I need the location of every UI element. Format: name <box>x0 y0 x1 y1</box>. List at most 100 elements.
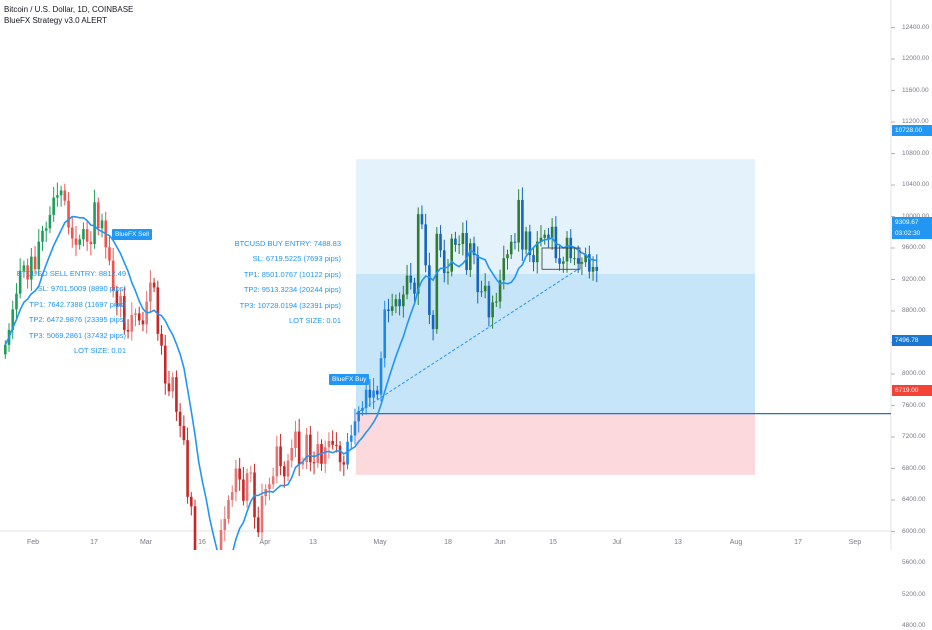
buy-tp2: TP2: 9513.3234 (20244 pips) <box>243 285 341 295</box>
candle-body <box>160 333 163 346</box>
time-tick-label: 13 <box>674 539 682 546</box>
price-tick-label: 9600.00 <box>902 244 926 251</box>
candle-body <box>394 299 398 307</box>
candle-body <box>573 258 576 260</box>
indicator-title: BlueFX Strategy v3.0⁠ ALERT <box>4 16 108 25</box>
price-tick-label: 7200.00 <box>902 433 926 440</box>
candle-body <box>242 479 245 501</box>
candle-body <box>89 241 93 245</box>
candle-body <box>532 255 535 263</box>
candle-body <box>119 296 122 307</box>
candle-body <box>547 234 550 239</box>
candle-body <box>44 228 48 231</box>
candle-body <box>123 296 126 330</box>
time-tick-label: Aug <box>729 539 743 546</box>
candle-body <box>115 290 119 307</box>
sell-tp1: TP1: 7642.7388 (11697 pips) <box>29 299 126 309</box>
candle-body <box>85 229 89 242</box>
candle-body <box>56 195 59 198</box>
candle-body <box>59 190 63 196</box>
candle-body <box>297 431 301 465</box>
candle-body <box>26 265 29 280</box>
time-tick-label: Jul <box>612 539 622 546</box>
price-chart[interactable] <box>0 0 932 550</box>
price-tick-label: 12000.00 <box>902 55 930 62</box>
candle-body <box>48 214 52 229</box>
candle-body <box>372 390 375 398</box>
buy-tp3: TP3: 10728.0194 (32391 pips) <box>239 300 341 310</box>
sell-tp3: TP3: 5069.2861 (37432 pips) <box>28 330 126 340</box>
candle-body <box>498 280 502 302</box>
candle-body <box>387 309 390 311</box>
candle-body <box>450 238 453 272</box>
trend-line <box>355 268 579 415</box>
candle-body <box>402 294 405 307</box>
price-tick-label: 6800.00 <box>902 464 926 472</box>
tp3-price-label: 10728.00 <box>892 125 932 136</box>
time-tick-label: 15 <box>549 539 557 546</box>
candle-body <box>364 389 368 408</box>
candle-body <box>175 377 178 412</box>
candle-body <box>521 199 524 250</box>
candle-body <box>249 472 253 474</box>
candle-body <box>390 306 394 311</box>
candle-body <box>227 500 230 519</box>
price-tick-label: 11600.00 <box>902 86 929 94</box>
time-tick-label: May <box>373 539 387 546</box>
time-tick-label: Sep <box>848 539 862 546</box>
candle-body <box>234 468 238 493</box>
candle-body <box>565 237 569 262</box>
candle-body <box>130 314 134 332</box>
candle-body <box>331 440 334 445</box>
candle-body <box>18 270 22 294</box>
candle-body <box>193 506 197 550</box>
time-tick-label: 17 <box>794 539 802 546</box>
sell-stats: BTCUSD SELL ENTRY: 8812.49 SL: 9701.5009… <box>17 266 126 358</box>
candle-body <box>97 202 100 229</box>
candle-body <box>562 261 565 264</box>
price-tick-label: 5600.00 <box>902 559 926 566</box>
candle-body <box>316 444 320 463</box>
candle-body <box>100 220 104 229</box>
candle-body <box>376 390 379 395</box>
candle-body <box>260 496 264 533</box>
candle-body <box>353 421 357 436</box>
candle-body <box>342 462 346 465</box>
candle-body <box>63 190 67 201</box>
candle-body <box>506 254 509 259</box>
time-tick-label: 16 <box>198 539 206 546</box>
candle-body <box>539 237 543 242</box>
candle-body <box>524 231 528 250</box>
time-tick-label: 17 <box>90 539 98 546</box>
sell-tp2: TP2: 6472.9876 (23395 pips) <box>28 315 126 325</box>
sell-lot-size: LOT SIZE: 0.01 <box>74 346 126 356</box>
candle-body <box>405 275 409 295</box>
candle-body <box>305 434 308 463</box>
candle-body <box>446 271 450 274</box>
candle-body <box>286 460 290 477</box>
candle-body <box>465 233 468 271</box>
candle-body <box>383 309 387 359</box>
sell-signal-tag: BlueFX Sell <box>112 229 152 240</box>
moving-average-line <box>4 215 597 550</box>
candle-body <box>480 291 483 293</box>
candle-body <box>33 256 37 270</box>
candle-body <box>290 448 294 461</box>
candle-body <box>271 476 275 485</box>
candle-body <box>108 247 111 261</box>
price-tick-label: 8000.00 <box>902 370 926 377</box>
candle-body <box>513 241 517 243</box>
candle-body <box>487 285 491 318</box>
candle-body <box>576 258 580 264</box>
candle-body <box>256 517 260 533</box>
candle-body <box>379 358 383 395</box>
candle-body <box>82 229 85 240</box>
buy-entry: BTCUSD BUY ENTRY: 7488.83 <box>234 239 341 248</box>
candle-body <box>584 254 587 263</box>
candle-body <box>70 227 74 239</box>
sell-entry: BTCUSD SELL ENTRY: 8812.49 <box>16 269 126 278</box>
candle-body <box>74 238 78 245</box>
candle-body <box>413 282 416 294</box>
candle-body <box>491 302 494 318</box>
sl-price-label: 6719.00 <box>892 385 932 396</box>
